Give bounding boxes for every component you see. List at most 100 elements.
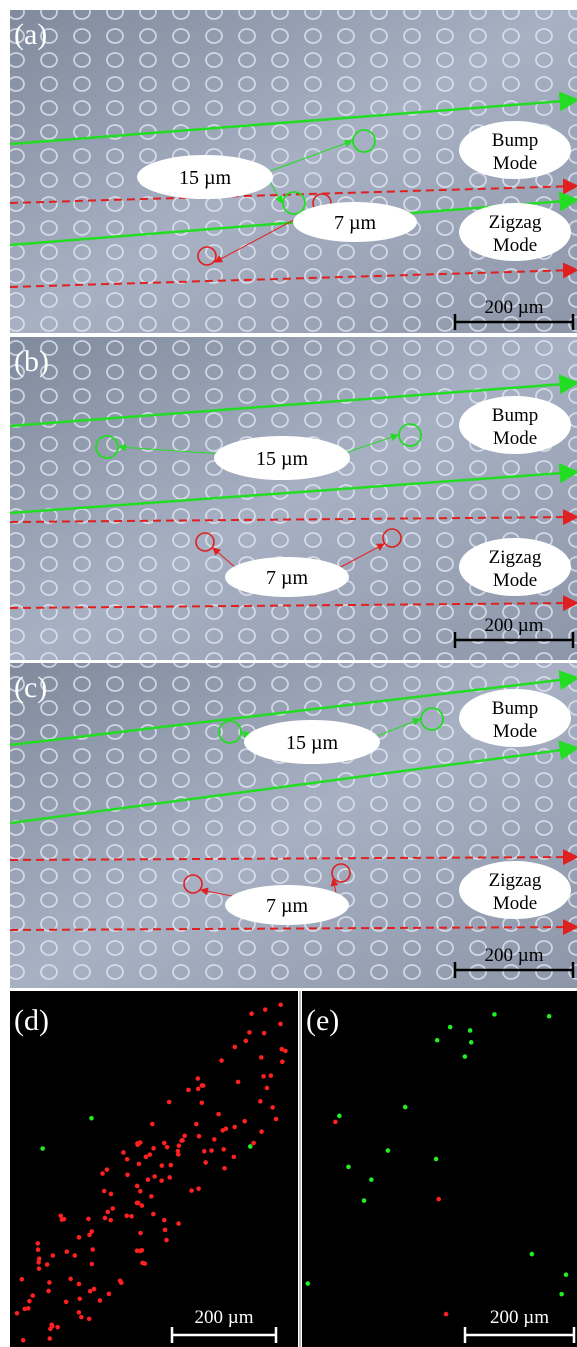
scale-bar-label: 200 µm [485, 297, 544, 318]
cell [262, 1031, 267, 1036]
bump-mode-label: Bump [492, 698, 538, 719]
cell [346, 1165, 351, 1170]
cell [559, 1292, 564, 1297]
small-particle-label: 7 µm [266, 895, 309, 917]
cell [162, 1218, 167, 1223]
cell [448, 1025, 453, 1030]
cell [151, 1212, 156, 1217]
scale-bar-label: 200 µm [195, 1307, 254, 1328]
cell [194, 1122, 199, 1127]
cell [49, 1322, 54, 1327]
cell [89, 1116, 94, 1121]
cell [305, 1281, 310, 1286]
cell [108, 1218, 113, 1223]
cell [222, 1166, 227, 1171]
cell [216, 1112, 221, 1117]
bump-mode-label: Bump [492, 405, 538, 426]
cell [219, 1058, 224, 1063]
large-particle-label: 15 µm [286, 732, 339, 754]
cell [212, 1137, 217, 1142]
cell [118, 1279, 123, 1284]
cell [109, 1192, 114, 1197]
cell [251, 1141, 256, 1146]
small-particle-label: 7 µm [334, 212, 377, 234]
cell [159, 1178, 164, 1183]
cell [151, 1146, 156, 1151]
cell [68, 1277, 73, 1282]
bump-mode-label: Bump [492, 130, 538, 151]
cell [176, 1152, 181, 1157]
cell [47, 1336, 52, 1341]
cell [90, 1247, 95, 1252]
cell [107, 1292, 112, 1297]
panel-label: (a) [14, 18, 47, 51]
cell [64, 1300, 69, 1305]
cell [444, 1312, 449, 1317]
cell [35, 1241, 40, 1246]
cell [236, 1080, 241, 1085]
panel-label: (e) [306, 1004, 339, 1037]
cell [197, 1134, 202, 1139]
cell [469, 1040, 474, 1045]
cell [265, 1086, 270, 1091]
cell [58, 1213, 63, 1218]
cell [37, 1256, 42, 1261]
cell [337, 1114, 342, 1119]
cell [369, 1177, 374, 1182]
fluorescence-image [302, 991, 577, 1347]
zigzag-mode-label: Mode [493, 235, 537, 256]
cell [189, 1188, 194, 1193]
cell [244, 1039, 249, 1044]
cell [182, 1133, 187, 1138]
cell [125, 1157, 130, 1162]
cell [274, 1117, 279, 1122]
cell [138, 1249, 143, 1254]
large-particle-label: 15 µm [179, 167, 232, 189]
cell [77, 1310, 82, 1315]
cell [247, 1030, 252, 1035]
cell [362, 1198, 367, 1203]
cell [135, 1201, 140, 1206]
cell [177, 1143, 182, 1148]
cell [86, 1217, 91, 1222]
cell [258, 1099, 263, 1104]
zigzag-mode-label: Zigzag [489, 870, 542, 891]
cell [55, 1325, 60, 1330]
cell [221, 1147, 226, 1152]
cell [135, 1142, 140, 1147]
cell [403, 1105, 408, 1110]
bump-mode-label: Mode [493, 721, 537, 742]
cell [220, 1128, 225, 1133]
cell [232, 1125, 237, 1130]
zigzag-mode-label: Mode [493, 570, 537, 591]
cell [98, 1298, 103, 1303]
cell [150, 1122, 155, 1127]
cell [261, 1074, 266, 1079]
cell [22, 1307, 27, 1312]
cell [138, 1189, 143, 1194]
cell [105, 1210, 110, 1215]
cell [125, 1172, 130, 1177]
cell [163, 1228, 168, 1233]
cell [269, 1073, 274, 1078]
cell [248, 1144, 253, 1149]
cell [31, 1293, 36, 1298]
cell [77, 1235, 82, 1240]
cell [160, 1163, 165, 1168]
cell [46, 1289, 51, 1294]
figure: 15 µm7 µmBumpModeZigzagMode(a)200 µm15 µ… [0, 0, 577, 1347]
panel-label: (c) [14, 671, 47, 704]
cell [135, 1184, 140, 1189]
cell [436, 1197, 441, 1202]
cell [242, 1119, 247, 1124]
cell [232, 1045, 237, 1050]
panel-label: (d) [14, 1004, 49, 1037]
cell [144, 1155, 149, 1160]
cell [176, 1221, 181, 1226]
cell [278, 1002, 283, 1007]
cell [143, 1261, 148, 1266]
cell [278, 1022, 283, 1027]
cell [77, 1282, 82, 1287]
cell [147, 1152, 152, 1157]
cell [164, 1238, 169, 1243]
